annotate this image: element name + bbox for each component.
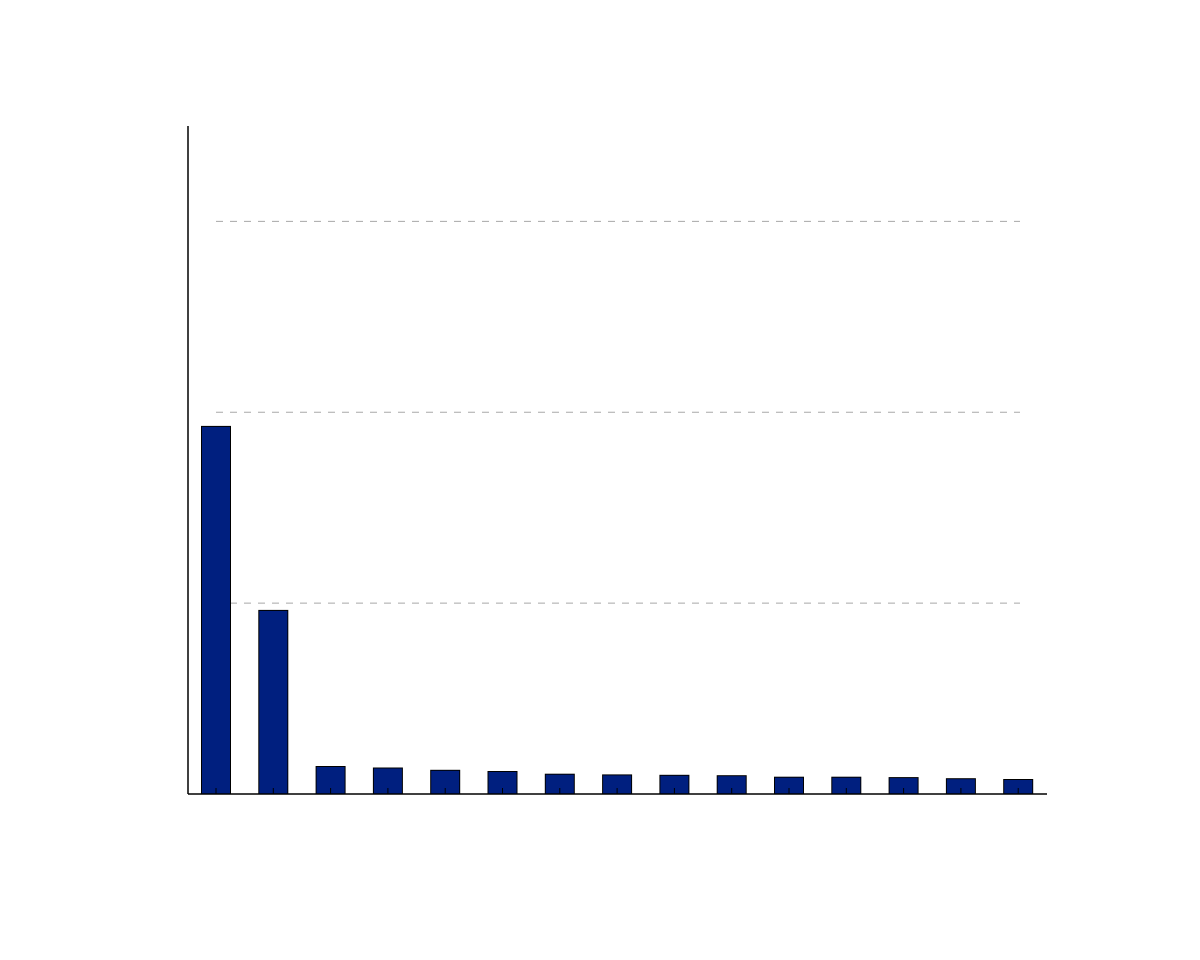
x-ticks	[215, 788, 1019, 794]
bars	[201, 425, 1034, 795]
gridlines	[216, 220, 1020, 604]
bar-2	[258, 609, 289, 795]
axes	[187, 126, 1047, 795]
bar-1	[201, 425, 231, 795]
